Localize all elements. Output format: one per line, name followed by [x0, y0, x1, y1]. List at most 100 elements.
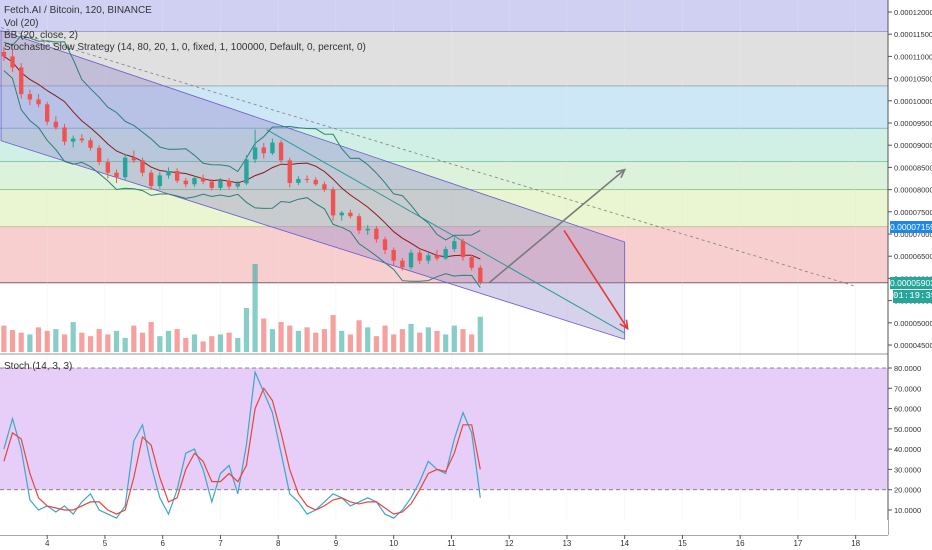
volume-bar	[61, 334, 68, 352]
candles	[1, 46, 483, 285]
drawings[interactable]	[0, 168, 888, 331]
candle-body	[313, 179, 318, 185]
channel-fill	[0, 30, 626, 340]
candle-body	[322, 184, 327, 190]
candle-body	[200, 178, 206, 182]
candle-body	[382, 239, 388, 250]
arrow-down-head	[619, 319, 629, 331]
volume-bar	[157, 336, 163, 352]
candle-body	[174, 170, 180, 181]
candle-body	[62, 127, 67, 142]
candle-body	[278, 142, 284, 161]
candle-body	[348, 212, 353, 217]
candle-body	[287, 160, 292, 183]
stoch-tick-label: 20.0000	[894, 486, 921, 495]
candle-body	[434, 255, 440, 259]
price-tick-label: 0.00008000	[894, 186, 932, 195]
bollinger-bands	[3, 35, 481, 288]
price-tick-label: 0.00011000	[894, 52, 932, 61]
price-tick-label: 0.00006500	[894, 252, 932, 261]
volume-bar	[321, 329, 327, 352]
candle-body	[209, 181, 214, 188]
candle-body	[218, 180, 223, 188]
candle-body	[148, 172, 154, 187]
volume-bar	[122, 337, 128, 352]
stoch-k-line	[3, 369, 481, 519]
volume-bar	[79, 332, 85, 352]
stoch-tick-label: 80.0000	[894, 364, 921, 373]
volume-bar	[27, 334, 33, 352]
time-tick-label: 11	[447, 539, 456, 548]
volume-bar	[425, 327, 431, 352]
candle-body	[79, 138, 85, 141]
candle-body	[452, 241, 457, 250]
candle-body	[19, 67, 24, 95]
legend-strategy: Stochastic Slow Strategy (14, 80, 20, 1,…	[4, 42, 366, 53]
arrow-up	[488, 169, 626, 284]
gap-bg	[0, 520, 888, 535]
volume-bar	[373, 336, 379, 352]
time-tick-label: 16	[736, 539, 745, 548]
volume-bar	[165, 330, 172, 352]
stoch-tick-label: 40.0000	[894, 445, 921, 454]
volume-bar	[261, 318, 267, 352]
legend-bb: BB (20, close, 2)	[4, 30, 78, 41]
volume-bar	[226, 332, 232, 352]
price-tick-label: 0.00007500	[894, 208, 932, 217]
volume-bar	[330, 315, 336, 352]
volume-bar	[174, 329, 180, 352]
volume-bar	[131, 325, 137, 352]
volume-bar	[70, 322, 76, 352]
candle-body	[27, 94, 33, 100]
volume-bar	[252, 264, 258, 352]
candle-body	[36, 99, 41, 105]
volume-bar	[382, 325, 388, 352]
price-badge-current: 0.00005903	[890, 276, 932, 289]
price-tick-label: 0.00010500	[894, 75, 932, 84]
candle-body	[157, 175, 163, 187]
candle-body	[88, 140, 93, 148]
volume-bar	[200, 341, 206, 352]
candle-body	[235, 183, 240, 187]
bb-basis-line	[3, 55, 481, 260]
volume-bar	[278, 322, 284, 352]
candle-body	[408, 252, 414, 268]
candle-body	[10, 56, 15, 68]
price-channel[interactable]	[0, 27, 856, 340]
volume-bar	[365, 327, 371, 352]
volume-bar	[217, 334, 224, 352]
volume-bar	[235, 337, 241, 352]
volume-bar	[295, 330, 302, 352]
price-tick-label: 0.00011500	[894, 30, 932, 39]
stoch-tick-label: 30.0000	[894, 465, 921, 474]
volume-bar	[443, 334, 449, 352]
volume-bar	[96, 329, 102, 352]
volume-bar	[209, 336, 215, 352]
time-tick-label: 10	[389, 539, 398, 548]
candle-body	[374, 228, 379, 240]
volume-bar	[434, 330, 440, 352]
time-tick-label: 6	[160, 539, 165, 548]
price-tick-label: 0.00009000	[894, 141, 932, 150]
candle-body	[478, 267, 483, 283]
candle-body	[304, 178, 310, 180]
stoch-band	[0, 368, 888, 490]
legend-vol: Vol (20)	[4, 18, 39, 29]
legend-symbol: Fetch.AI / Bitcoin, 120, BINANCE	[4, 5, 152, 16]
volume-bar	[18, 332, 24, 352]
candle-body	[44, 104, 50, 122]
time-tick-label: 9	[334, 539, 339, 548]
solid-trendline	[266, 129, 625, 334]
volume-bar	[287, 325, 293, 352]
time-tick-label: 4	[45, 539, 50, 548]
bb-upper-line	[3, 35, 481, 241]
candle-body	[391, 249, 396, 261]
candle-body	[443, 249, 448, 259]
price-axis-bg	[888, 0, 932, 550]
stoch-tick-label: 10.0000	[894, 506, 921, 515]
arrow-down	[563, 230, 629, 330]
volume-bar	[356, 320, 362, 352]
price-tick-label: 0.00004500	[894, 341, 932, 350]
volume-bar	[451, 325, 457, 352]
